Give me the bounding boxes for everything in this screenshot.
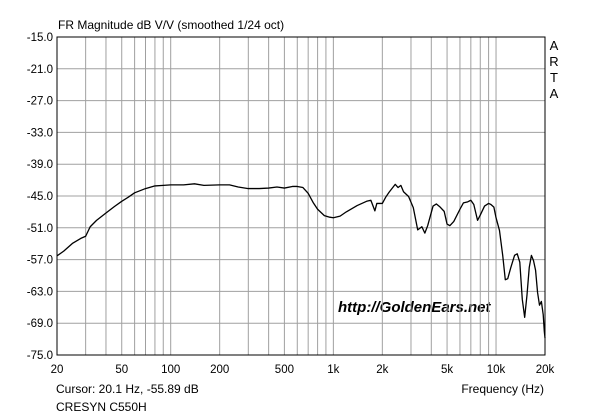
axis-layer: -15.0 -21.0 -27.0 -33.0 -39.0 -45.0 -51.0 -57.0… bbox=[27, 32, 555, 376]
y-tick-label: -27.0 bbox=[27, 96, 53, 108]
plot-frame bbox=[56, 36, 546, 356]
x-tick-label: 2k bbox=[376, 364, 388, 376]
x-tick-label: 1k bbox=[327, 364, 339, 376]
x-tick-label: 500 bbox=[275, 364, 294, 376]
y-tick-label: -69.0 bbox=[27, 318, 53, 330]
x-tick-label: 20 bbox=[51, 364, 64, 376]
y-tick-label: -45.0 bbox=[27, 191, 53, 203]
chart-title: FR Magnitude dB V/V (smoothed 1/24 oct) bbox=[58, 18, 285, 32]
y-tick-label: -33.0 bbox=[27, 127, 53, 139]
arta-brand-label: ARTA bbox=[549, 38, 559, 101]
x-tick-label: 20k bbox=[536, 364, 555, 376]
x-tick-label: 200 bbox=[210, 364, 229, 376]
device-name: CRESYN C550H bbox=[56, 400, 147, 414]
fr-magnitude-curve bbox=[56, 183, 546, 339]
grid-layer bbox=[57, 37, 545, 355]
y-tick-label: -63.0 bbox=[27, 286, 53, 298]
x-tick-label: 100 bbox=[161, 364, 180, 376]
x-tick-label: 50 bbox=[115, 364, 128, 376]
x-tick-label: 10k bbox=[487, 364, 506, 376]
x-axis-label: Frequency (Hz) bbox=[461, 382, 544, 396]
watermark-url: http://GoldenEars.net bbox=[338, 299, 491, 316]
y-tick-label: -57.0 bbox=[27, 255, 53, 267]
y-tick-label: -51.0 bbox=[27, 223, 53, 235]
y-tick-label: -15.0 bbox=[27, 32, 53, 44]
cursor-readout: Cursor: 20.1 Hz, -55.89 dB bbox=[56, 382, 199, 396]
curve-layer bbox=[56, 183, 546, 339]
y-tick-label: -21.0 bbox=[27, 64, 53, 76]
y-tick-label: -75.0 bbox=[27, 350, 53, 362]
y-tick-label: -39.0 bbox=[27, 159, 53, 171]
x-tick-label: 5k bbox=[441, 364, 453, 376]
